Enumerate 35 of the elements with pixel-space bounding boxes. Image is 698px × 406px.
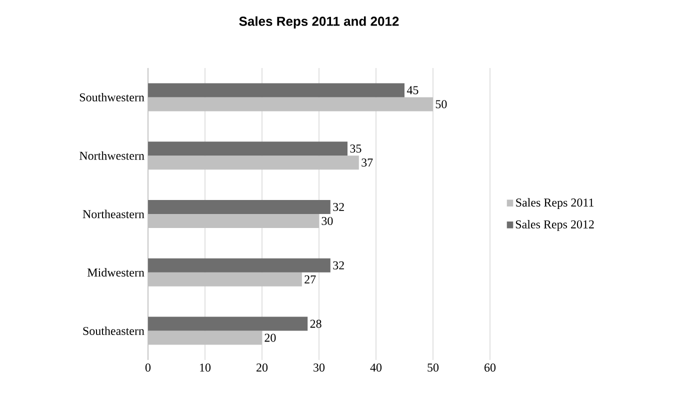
data-label: 20 — [264, 334, 276, 342]
x-tick-label: 20 — [256, 364, 268, 372]
bar — [148, 272, 302, 286]
data-label: 37 — [362, 158, 373, 167]
bar — [148, 97, 433, 112]
x-tick-label: 0 — [145, 364, 151, 372]
x-tick-label: 30 — [314, 364, 325, 372]
data-label: 30 — [322, 216, 333, 226]
data-label: 32 — [333, 261, 344, 270]
legend-label: Sales Reps 2012 — [516, 220, 594, 231]
data-label: 27 — [304, 275, 316, 284]
bar — [148, 214, 319, 228]
y-tick-label: Southeastern — [83, 326, 144, 336]
data-label: 45 — [406, 86, 418, 94]
data-label: 28 — [310, 320, 322, 328]
data-label: 50 — [436, 100, 447, 108]
x-tick-label: 10 — [200, 364, 211, 372]
y-tick-label: Northeastern — [82, 210, 144, 218]
legend-label: Sales Reps 2011 — [516, 198, 594, 210]
y-tick-label: Southwestern — [80, 92, 144, 102]
chart-title: Sales Reps 2011 and 2012 — [239, 16, 399, 28]
bar — [148, 142, 348, 156]
bar — [148, 156, 359, 170]
bar — [148, 200, 330, 214]
x-tick-label: 60 — [484, 364, 496, 372]
bar — [148, 258, 330, 272]
bar — [148, 83, 404, 98]
data-label: 32 — [333, 202, 344, 212]
bar — [148, 316, 308, 331]
data-label: 35 — [350, 144, 362, 153]
bar — [148, 330, 262, 345]
x-tick-label: 40 — [370, 364, 382, 372]
y-tick-label: Midwestern — [88, 268, 144, 277]
x-tick-label: 50 — [428, 364, 439, 372]
y-tick-label: Northwestern — [80, 151, 144, 160]
